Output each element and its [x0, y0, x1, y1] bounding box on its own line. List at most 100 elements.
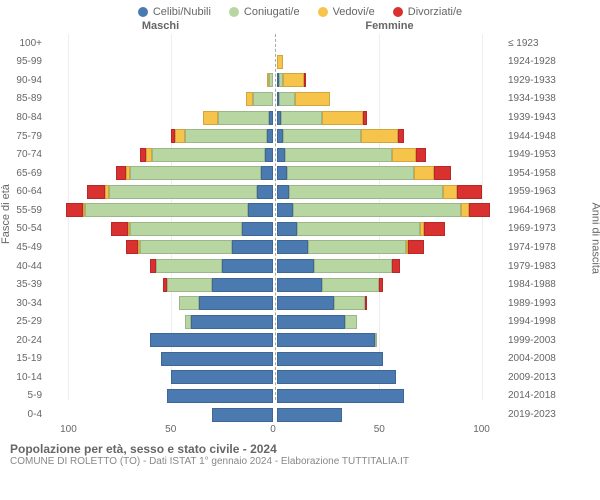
bar-segment: [261, 166, 273, 180]
bars-female: [277, 240, 502, 254]
bar-segment: [416, 148, 426, 162]
bar-segment: [434, 166, 450, 180]
age-label: 35-39: [0, 279, 48, 290]
bar-segment: [66, 203, 82, 217]
pyramid-row: 50-54 1969-1973: [0, 220, 600, 239]
legend-label: Divorziati/e: [408, 6, 462, 18]
bars-male: [48, 408, 273, 422]
legend-swatch: [229, 7, 239, 17]
bars-female: [277, 278, 502, 292]
bars-male: [48, 148, 273, 162]
bar-segment: [85, 203, 249, 217]
legend-swatch: [318, 7, 328, 17]
birth-year-label: 1929-1933: [502, 75, 600, 86]
age-label: 45-49: [0, 242, 48, 253]
bar-segment: [185, 129, 267, 143]
bar-segment: [116, 166, 126, 180]
bar-segment: [322, 278, 379, 292]
bars-male: [48, 389, 273, 403]
pyramid-row: 75-791944-1948: [0, 127, 600, 146]
bar-segment: [277, 296, 334, 310]
bar-segment: [345, 315, 357, 329]
bar-segment: [408, 240, 424, 254]
bar-segment: [156, 259, 221, 273]
bar-segment: [361, 129, 398, 143]
bars-female: [277, 296, 502, 310]
legend: Celibi/NubiliConiugati/eVedovi/eDivorzia…: [0, 0, 600, 18]
bars-female: [277, 185, 502, 199]
age-label: 20-24: [0, 335, 48, 346]
bar-segment: [203, 111, 217, 125]
age-label: 55-59: [0, 205, 48, 216]
bar-segment: [375, 333, 377, 347]
x-tick: 0: [270, 424, 276, 435]
birth-year-label: 2014-2018: [502, 390, 600, 401]
legend-swatch: [138, 7, 148, 17]
bar-segment: [461, 203, 469, 217]
bar-segment: [277, 278, 322, 292]
birth-year-label: 1994-1998: [502, 316, 600, 327]
bars-female: [277, 36, 502, 50]
bar-segment: [457, 185, 482, 199]
bar-segment: [277, 352, 383, 366]
pyramid-row: 30-341989-1993: [0, 294, 600, 313]
bar-segment: [126, 240, 138, 254]
age-label: 5-9: [0, 390, 48, 401]
x-tick: 100: [473, 424, 490, 435]
bars-male: [48, 129, 273, 143]
bars-female: [277, 92, 502, 106]
age-label: 50-54: [0, 223, 48, 234]
age-label: 90-94: [0, 75, 48, 86]
bar-segment: [277, 259, 314, 273]
bars-female: [277, 166, 502, 180]
age-label: 100+: [0, 38, 48, 49]
pyramid-row: 65-691954-1958: [0, 164, 600, 183]
bar-segment: [277, 370, 396, 384]
pyramid-row: 85-891934-1938: [0, 90, 600, 109]
pyramid-row: 0-4 2019-2023: [0, 405, 600, 424]
bar-segment: [304, 73, 306, 87]
bar-segment: [140, 240, 232, 254]
bar-segment: [283, 73, 303, 87]
bar-segment: [443, 185, 457, 199]
age-label: 60-64: [0, 186, 48, 197]
age-label: 15-19: [0, 353, 48, 364]
bars-male: [48, 352, 273, 366]
bar-segment: [179, 296, 199, 310]
birth-year-label: 1959-1963: [502, 186, 600, 197]
bars-female: [277, 222, 502, 236]
footer-title: Popolazione per età, sesso e stato civil…: [10, 442, 590, 456]
legend-item: Celibi/Nubili: [138, 6, 211, 18]
bar-segment: [365, 296, 367, 310]
bar-segment: [111, 222, 127, 236]
birth-year-label: 2019-2023: [502, 409, 600, 420]
bars-male: [48, 259, 273, 273]
bar-segment: [297, 222, 420, 236]
bars-male: [48, 203, 273, 217]
bars-male: [48, 36, 273, 50]
pyramid-row: 35-39 1984-1988: [0, 275, 600, 294]
birth-year-label: 1984-1988: [502, 279, 600, 290]
bars-female: [277, 389, 502, 403]
bar-segment: [277, 55, 283, 69]
age-label: 25-29: [0, 316, 48, 327]
x-tick: 100: [60, 424, 77, 435]
age-label: 75-79: [0, 131, 48, 142]
age-label: 0-4: [0, 409, 48, 420]
bars-male: [48, 55, 273, 69]
x-axis: 050100 50100: [0, 424, 600, 438]
bar-segment: [191, 315, 273, 329]
bar-segment: [277, 148, 285, 162]
bar-segment: [218, 111, 269, 125]
legend-label: Coniugati/e: [244, 6, 300, 18]
bar-segment: [277, 315, 345, 329]
birth-year-label: 1974-1978: [502, 242, 600, 253]
birth-year-label: 1969-1973: [502, 223, 600, 234]
header-femmine: Femmine: [277, 20, 502, 32]
bar-segment: [277, 389, 404, 403]
bars-male: [48, 370, 273, 384]
bars-male: [48, 240, 273, 254]
bar-segment: [232, 240, 273, 254]
age-label: 70-74: [0, 149, 48, 160]
bar-segment: [277, 185, 289, 199]
